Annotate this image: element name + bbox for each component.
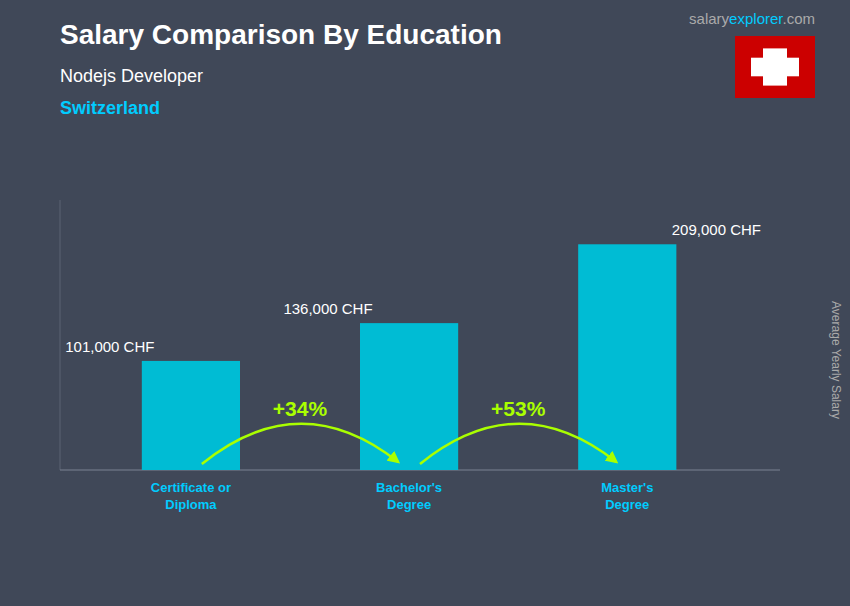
- source-part: .com: [782, 10, 815, 27]
- change-arrows: +34% +53%: [202, 397, 617, 464]
- flag-field: [735, 36, 815, 98]
- value-label: 209,000 CHF: [672, 221, 761, 238]
- subtitle: Nodejs Developer: [60, 66, 203, 86]
- source: salaryexplorer.com: [689, 10, 815, 27]
- y-axis-line: [60, 200, 61, 470]
- value-label: 136,000 CHF: [283, 300, 372, 317]
- flag: [735, 36, 815, 98]
- bar: [578, 244, 676, 470]
- value-label: 101,000 CHF: [65, 338, 154, 355]
- background: [0, 0, 850, 606]
- change-label: +53%: [491, 397, 546, 420]
- country: Switzerland: [60, 98, 160, 118]
- category-label-line: Bachelor's: [376, 480, 442, 495]
- change-label: +34%: [273, 397, 328, 420]
- category-label: Bachelor's Degree: [376, 480, 442, 512]
- y-axis-label: Average Yearly Salary: [829, 301, 843, 419]
- category-label-line: Master's: [601, 480, 653, 495]
- category-label: Master's Degree: [601, 480, 653, 512]
- change-arrow: [202, 424, 398, 464]
- title: Salary Comparison By Education: [60, 19, 502, 50]
- category-label-line: Degree: [605, 497, 649, 512]
- chart-container: Salary Comparison By Education Nodejs Dev…: [0, 0, 850, 606]
- bar: [142, 361, 240, 470]
- bars: [142, 244, 677, 470]
- chart-svg: Salary Comparison By Education Nodejs Dev…: [0, 0, 850, 606]
- category-label-line: Certificate or: [151, 480, 231, 495]
- source-part: explorer: [729, 10, 783, 27]
- category-label: Certificate or Diploma: [151, 480, 231, 512]
- category-label-line: Diploma: [165, 497, 217, 512]
- source-part: salary: [689, 10, 730, 27]
- change-arrow: [420, 424, 616, 464]
- category-label-line: Degree: [387, 497, 431, 512]
- flag-cross: [751, 58, 799, 77]
